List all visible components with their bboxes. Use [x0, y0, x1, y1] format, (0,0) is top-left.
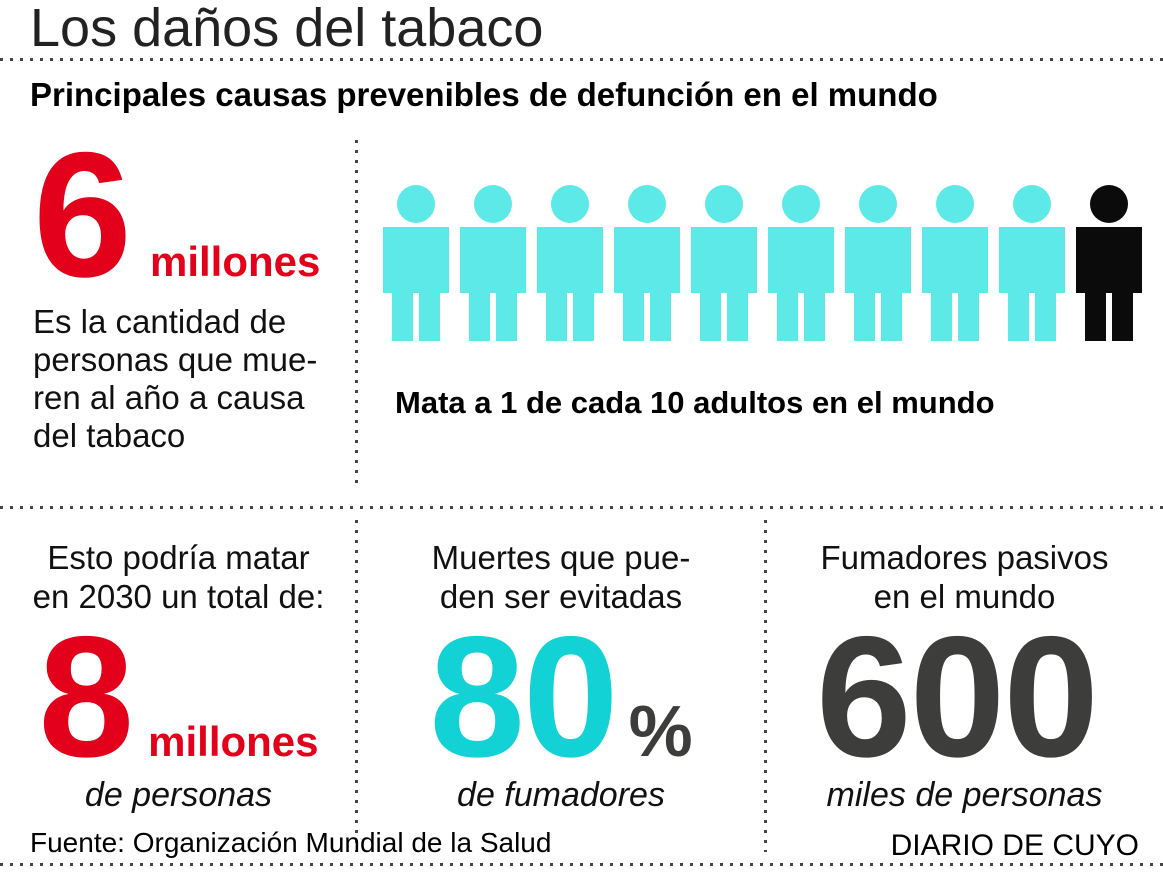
panel-value: 80 — [429, 601, 618, 793]
publisher-credit: DIARIO DE CUYO — [890, 829, 1139, 862]
panel-deaths-2030: Esto podría matar en 2030 un total de: 8… — [0, 520, 357, 852]
panel-unit: millones — [148, 718, 319, 765]
panel-heading-line: Fumadores pasivos — [820, 539, 1109, 576]
pictogram-caption: Mata a 1 de cada 10 adultos en el mundo — [395, 385, 995, 420]
annual-deaths-value: 6 — [33, 115, 132, 314]
page-title: Los daños del tabaco — [30, 0, 544, 58]
annual-deaths-description: Es la cantidad de personas que mue- ren … — [33, 303, 317, 455]
annual-deaths-stat: 6 millones — [33, 115, 321, 314]
person-icon — [537, 185, 603, 341]
person-highlighted-icon — [1076, 185, 1142, 341]
person-icon — [460, 185, 526, 341]
person-icon — [691, 185, 757, 341]
panel-heading-line: en 2030 un total de: — [32, 578, 325, 615]
divider-middle — [0, 506, 1163, 509]
panel-value: 8 — [38, 601, 134, 793]
annual-deaths-unit: millones — [150, 238, 321, 285]
person-icon — [383, 185, 449, 341]
divider-footer — [0, 863, 1163, 866]
panel-avoidable-deaths: Muertes que pue- den ser evitadas 80 % d… — [358, 520, 764, 852]
separator-bottom-vertical-1 — [355, 520, 358, 852]
panel-heading-line: en el mundo — [873, 578, 1056, 615]
panel-heading: Muertes que pue- den ser evitadas — [358, 538, 764, 616]
panel-heading: Esto podría matar en 2030 un total de: — [0, 538, 357, 616]
description-line: del tabaco — [33, 417, 186, 454]
person-icon — [999, 185, 1065, 341]
panel-subtext: de fumadores — [457, 776, 665, 814]
divider-header — [0, 58, 1163, 61]
pictogram-row — [382, 185, 1143, 341]
subtitle: Principales causas prevenibles de defunc… — [30, 76, 938, 113]
panel-subtext: miles de personas — [826, 776, 1103, 814]
person-icon — [845, 185, 911, 341]
description-line: personas que mue- — [33, 341, 318, 378]
source-credit: Fuente: Organización Mundial de la Salud — [30, 827, 552, 858]
panel-passive-smokers: Fumadores pasivos en el mundo 600 miles … — [766, 520, 1163, 852]
person-icon — [768, 185, 834, 341]
panel-value-row: 80 % — [358, 601, 764, 793]
panel-value-row: 600 — [766, 601, 1163, 793]
panel-heading-line: den ser evitadas — [439, 578, 683, 615]
panel-value: 600 — [816, 601, 1099, 793]
panel-subtext: de personas — [84, 776, 273, 814]
description-line: Es la cantidad de — [33, 303, 287, 340]
person-icon — [614, 185, 680, 341]
separator-bottom-vertical-2 — [764, 520, 767, 852]
panel-heading-line: Esto podría matar — [47, 539, 310, 576]
separator-top-vertical — [355, 140, 358, 490]
panel-unit: % — [628, 692, 693, 772]
panel-heading: Fumadores pasivos en el mundo — [766, 538, 1163, 616]
panel-value-row: 8 millones — [0, 601, 357, 793]
description-line: ren al año a causa — [33, 379, 305, 416]
person-icon — [922, 185, 988, 341]
panel-heading-line: Muertes que pue- — [431, 539, 691, 576]
